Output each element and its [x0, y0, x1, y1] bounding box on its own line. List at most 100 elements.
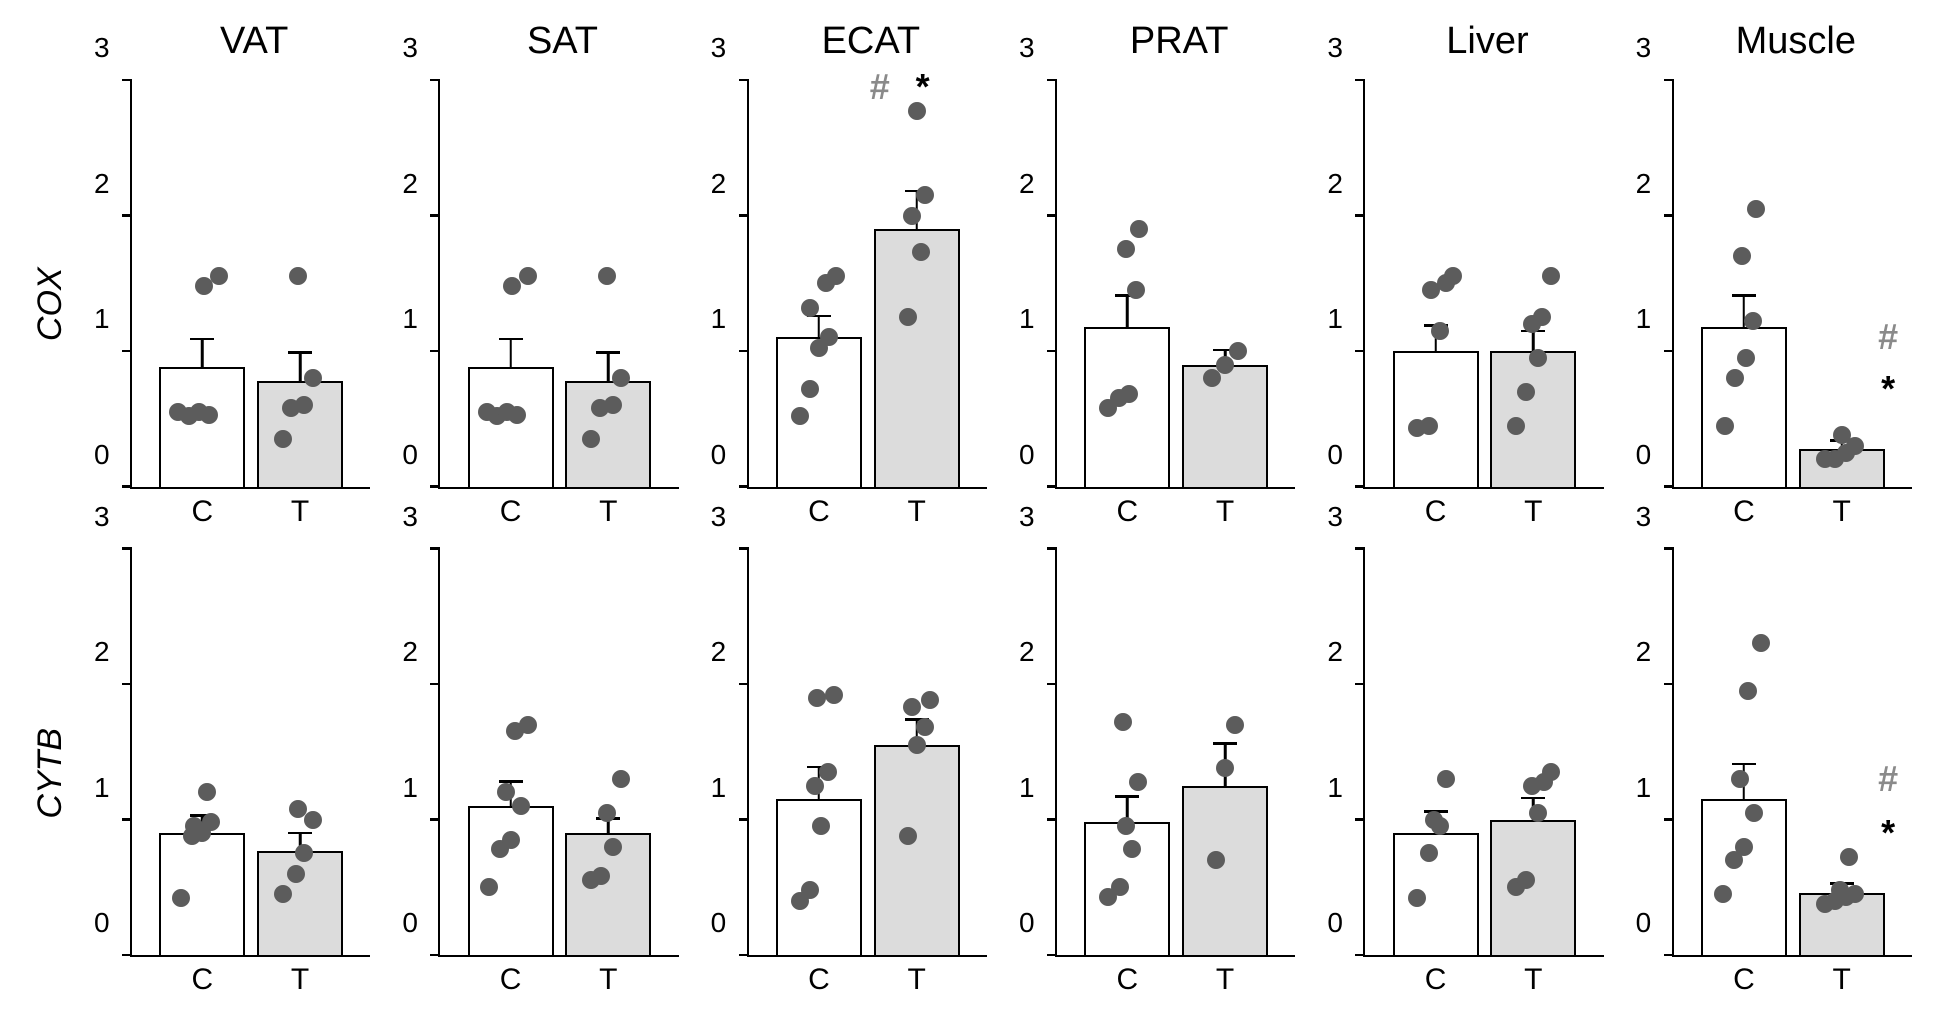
error-bar — [1126, 297, 1129, 327]
data-point — [1130, 220, 1148, 238]
y-tick — [430, 485, 440, 488]
y-tick-label: 0 — [1019, 439, 1035, 471]
bar-control — [468, 806, 554, 955]
y-tick-label: 1 — [1327, 772, 1343, 804]
x-label-treatment: T — [908, 495, 926, 529]
bar-control — [1084, 327, 1170, 487]
data-point — [801, 881, 819, 899]
y-tick — [1047, 683, 1057, 686]
error-cap — [190, 338, 214, 341]
data-point — [1533, 308, 1551, 326]
y-tick — [1355, 485, 1365, 488]
y-tick-label: 0 — [94, 439, 110, 471]
x-label-control: C — [500, 963, 522, 997]
data-point — [916, 186, 934, 204]
bar-control — [159, 367, 245, 486]
data-point — [1752, 634, 1770, 652]
y-tick-label: 3 — [1019, 32, 1035, 64]
data-point — [916, 718, 934, 736]
data-point — [1229, 342, 1247, 360]
data-point — [1111, 878, 1129, 896]
y-tick — [1355, 954, 1365, 957]
y-tick — [1047, 547, 1057, 550]
data-point — [612, 770, 630, 788]
y-tick — [430, 818, 440, 821]
y-tick — [1355, 818, 1365, 821]
y-tick-label: 2 — [94, 636, 110, 668]
error-bar — [509, 340, 512, 367]
data-point — [1833, 426, 1851, 444]
data-point — [1747, 200, 1765, 218]
data-point — [1420, 417, 1438, 435]
error-cap — [1521, 797, 1545, 800]
y-tick-label: 2 — [1019, 636, 1035, 668]
col-header-prat: PRAT — [1005, 20, 1313, 70]
x-label-treatment: T — [599, 963, 617, 997]
bar-control — [1701, 799, 1787, 955]
y-tick-label: 0 — [711, 439, 727, 471]
data-point — [827, 267, 845, 285]
panel: 0123CT — [697, 539, 1005, 1008]
x-label-treatment: T — [1216, 495, 1234, 529]
y-tick — [739, 485, 749, 488]
x-label-control: C — [808, 963, 830, 997]
y-tick-label: 2 — [402, 168, 418, 200]
y-tick-label: 3 — [711, 32, 727, 64]
data-point — [908, 736, 926, 754]
data-point — [1731, 770, 1749, 788]
bar-treatment — [1490, 820, 1576, 955]
x-label-control: C — [500, 495, 522, 529]
error-cap — [1732, 294, 1756, 297]
y-tick-label: 1 — [1019, 772, 1035, 804]
panel: 0123CT — [388, 70, 696, 539]
significance-star: * — [1881, 368, 1895, 410]
bar-treatment — [1182, 786, 1268, 955]
y-tick-label: 3 — [1019, 501, 1035, 533]
y-tick — [1355, 683, 1365, 686]
y-tick-label: 3 — [1636, 501, 1652, 533]
x-label-control: C — [191, 963, 213, 997]
grid-corner — [20, 20, 80, 70]
y-tick-label: 0 — [711, 907, 727, 939]
data-point — [289, 800, 307, 818]
y-tick — [1664, 485, 1674, 488]
data-point — [899, 827, 917, 845]
data-point — [295, 844, 313, 862]
x-label-treatment: T — [1833, 963, 1851, 997]
y-tick-label: 3 — [402, 501, 418, 533]
y-tick-label: 2 — [1327, 168, 1343, 200]
col-header-ecat: ECAT — [697, 20, 1005, 70]
data-point — [1733, 247, 1751, 265]
data-point — [808, 689, 826, 707]
data-point — [1226, 716, 1244, 734]
y-tick-label: 1 — [1636, 303, 1652, 335]
y-tick-label: 3 — [711, 501, 727, 533]
y-tick-label: 0 — [1327, 907, 1343, 939]
significance-hash: # — [1878, 316, 1898, 358]
y-tick-label: 1 — [711, 303, 727, 335]
y-tick-label: 3 — [94, 32, 110, 64]
data-point — [1507, 417, 1525, 435]
x-label-treatment: T — [1833, 495, 1851, 529]
y-tick — [1355, 214, 1365, 217]
data-point — [200, 406, 218, 424]
data-point — [295, 396, 313, 414]
data-point — [289, 267, 307, 285]
error-cap — [596, 351, 620, 354]
col-header-vat: VAT — [80, 20, 388, 70]
data-point — [912, 243, 930, 261]
y-tick-label: 3 — [1327, 501, 1343, 533]
panel: 0123CT — [388, 539, 696, 1008]
x-label-treatment: T — [291, 963, 309, 997]
data-point — [274, 430, 292, 448]
col-header-sat: SAT — [388, 20, 696, 70]
data-point — [582, 430, 600, 448]
data-point — [1737, 349, 1755, 367]
y-tick — [739, 547, 749, 550]
y-tick — [122, 547, 132, 550]
data-point — [1203, 369, 1221, 387]
data-point — [172, 889, 190, 907]
x-label-control: C — [191, 495, 213, 529]
data-point — [274, 885, 292, 903]
error-cap — [499, 780, 523, 783]
